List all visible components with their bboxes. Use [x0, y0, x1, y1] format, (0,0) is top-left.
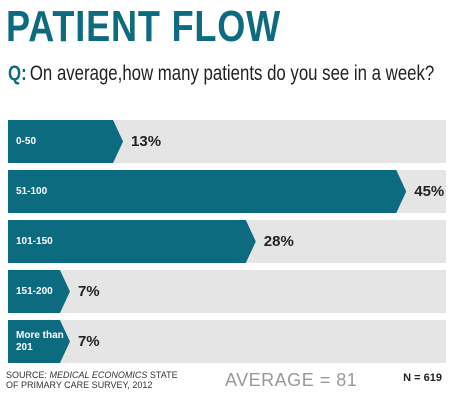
bar-track — [8, 320, 446, 363]
value-label: 45% — [414, 182, 445, 200]
category-label: 51-100 — [16, 185, 48, 197]
source-survey: STATE OF PRIMARY CARE SURVEY, 2012 — [6, 370, 178, 390]
source-label: SOURCE: — [6, 370, 48, 380]
category-label: More than 201 — [16, 329, 64, 353]
question: Q: On average,how many patients do you se… — [8, 62, 434, 86]
category-label: 151-200 — [16, 285, 53, 297]
average: AVERAGE = 81 — [225, 370, 358, 390]
value-label: 7% — [77, 282, 100, 300]
bar — [8, 320, 70, 363]
value-label: 7% — [77, 332, 100, 350]
sample-size: N = 619 — [403, 372, 442, 384]
bar — [8, 170, 407, 213]
bar — [8, 270, 70, 313]
bar — [8, 120, 124, 163]
source: SOURCE: MEDICAL ECONOMICS STATE OF PRIMA… — [6, 370, 186, 390]
bar-track — [8, 270, 446, 313]
chart-title: PATIENT FLOW — [6, 2, 282, 51]
question-prefix: Q: — [8, 62, 27, 85]
value-label: 13% — [131, 132, 162, 150]
category-label: 0-50 — [16, 135, 37, 147]
source-publication: MEDICAL ECONOMICS — [49, 370, 148, 380]
category-label: 101-150 — [16, 235, 53, 247]
bar — [8, 220, 256, 263]
question-text: On average,how many patients do you see … — [29, 62, 435, 85]
value-label: 28% — [263, 232, 294, 250]
